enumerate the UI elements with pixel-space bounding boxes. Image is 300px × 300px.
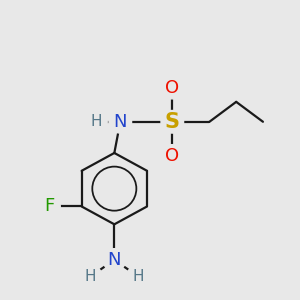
Circle shape [161,110,184,133]
Circle shape [38,195,60,218]
Text: H: H [132,269,144,284]
Circle shape [161,145,184,167]
Circle shape [161,76,184,99]
Text: S: S [165,112,180,132]
Text: N: N [108,251,121,269]
Circle shape [109,110,132,133]
Text: N: N [113,113,127,131]
Circle shape [85,110,107,133]
Text: O: O [165,79,179,97]
Text: H: H [90,114,102,129]
Circle shape [79,265,102,288]
Text: F: F [44,197,54,215]
Circle shape [103,249,126,271]
Text: H: H [85,269,96,284]
Circle shape [127,265,149,288]
Text: O: O [165,147,179,165]
